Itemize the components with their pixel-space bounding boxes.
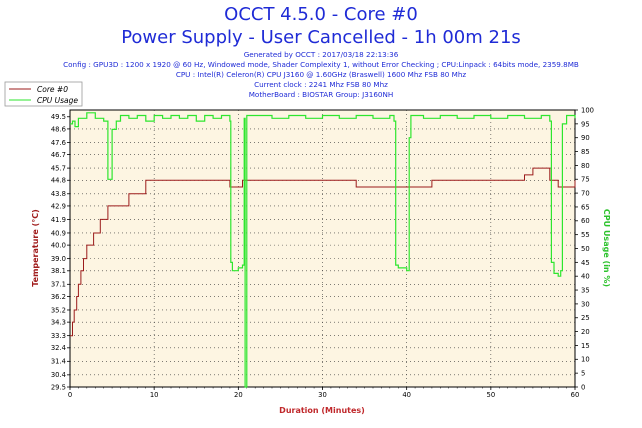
y-right-tick-label: 15 — [581, 342, 590, 350]
y-left-tick-label: 39.0 — [51, 255, 66, 263]
y-left-tick-label: 38.1 — [51, 267, 66, 275]
y-left-tick-label: 34.3 — [51, 319, 66, 327]
y-right-tick-label: 55 — [581, 231, 590, 239]
y-left-tick-label: 49.5 — [51, 113, 66, 121]
y-left-tick-label: 33.3 — [51, 332, 66, 340]
series-line-core0 — [70, 167, 576, 337]
y-right-tick-label: 100 — [581, 106, 594, 114]
x-tick-label: 50 — [487, 391, 496, 399]
y-left-tick-label: 40.9 — [51, 229, 66, 237]
y-axis-label-left: Temperature (°C) — [31, 209, 40, 287]
y-left-tick-label: 37.1 — [51, 281, 66, 289]
y-left-tick-label: 41.9 — [51, 216, 66, 224]
legend-label-core0: Core #0 — [37, 85, 68, 94]
x-tick-label: 10 — [150, 391, 159, 399]
y-right-tick-label: 0 — [581, 383, 585, 391]
y-right-tick-label: 35 — [581, 286, 590, 294]
chart-subtitle: Power Supply - User Cancelled - 1h 00m 2… — [121, 27, 521, 48]
y-right-tick-label: 85 — [581, 148, 590, 156]
y-right-tick-label: 95 — [581, 120, 590, 128]
y-left-tick-label: 47.6 — [51, 139, 66, 147]
y-left-tick-label: 42.9 — [51, 202, 66, 210]
chart-title: OCCT 4.5.0 - Core #0 — [224, 4, 418, 25]
y-right-tick-label: 80 — [581, 162, 590, 170]
y-right-tick-label: 70 — [581, 190, 590, 198]
y-right-tick-label: 30 — [581, 300, 590, 308]
y-left-tick-label: 35.2 — [51, 306, 66, 314]
y-right-tick-label: 45 — [581, 259, 590, 267]
y-left-tick-label: 44.8 — [51, 177, 66, 185]
y-right-tick-label: 75 — [581, 176, 590, 184]
series-group — [70, 112, 576, 388]
y-right-tick-label: 60 — [581, 217, 590, 225]
y-left-tick-label: 31.4 — [51, 358, 66, 366]
y-left-tick-label: 45.7 — [51, 165, 66, 173]
info-motherboard: MotherBoard : BIOSTAR Group: J3160NH — [249, 90, 394, 99]
y-right-tick-label: 40 — [581, 273, 590, 281]
y-right-tick-label: 50 — [581, 245, 590, 253]
y-left-tick-label: 30.4 — [51, 371, 66, 379]
y-right-tick-label: 10 — [581, 356, 590, 364]
x-tick-label: 20 — [234, 391, 243, 399]
y-right-tick-label: 25 — [581, 314, 590, 322]
plot-area — [69, 109, 576, 388]
legend-label-cpu-usage: CPU Usage — [37, 96, 78, 105]
x-axis-label: Duration (Minutes) — [279, 406, 365, 415]
y-left-tick-label: 32.4 — [51, 344, 66, 352]
y-left-tick-label: 29.5 — [51, 383, 66, 391]
y-left-tick-label: 48.6 — [51, 125, 66, 133]
info-cpu: CPU : Intel(R) Celeron(R) CPU J3160 @ 1.… — [176, 70, 467, 79]
y-left-tick-label: 43.8 — [51, 190, 66, 198]
x-tick-label: 40 — [402, 391, 411, 399]
legend-box — [4, 81, 83, 107]
info-clock: Current clock : 2241 Mhz FSB 80 Mhz — [254, 80, 388, 89]
grid — [70, 110, 575, 387]
y-right-tick-label: 65 — [581, 203, 590, 211]
y-right-tick-label: 20 — [581, 328, 590, 336]
x-tick-label: 60 — [571, 391, 580, 399]
x-tick-label: 30 — [318, 391, 327, 399]
info-generated: Generated by OCCT : 2017/03/18 22:13:36 — [244, 50, 399, 59]
series-line-cpu-usage — [70, 112, 576, 388]
info-config: Config : GPU3D : 1200 x 1920 @ 60 Hz, Wi… — [63, 60, 579, 69]
y-right-tick-label: 5 — [581, 370, 585, 378]
axis-ticks: 0 10 20 30 40 50 6029.530.431.432.433.334.335.… — [51, 106, 594, 399]
x-tick-label: 0 — [68, 391, 72, 399]
y-right-tick-label: 90 — [581, 134, 590, 142]
legend: Core #0 CPU Usage — [4, 81, 83, 107]
y-left-tick-label: 40.0 — [51, 242, 66, 250]
y-left-tick-label: 36.2 — [51, 293, 66, 301]
y-axis-label-right: CPU Usage (in %) — [602, 209, 611, 287]
y-left-tick-label: 46.7 — [51, 151, 66, 159]
